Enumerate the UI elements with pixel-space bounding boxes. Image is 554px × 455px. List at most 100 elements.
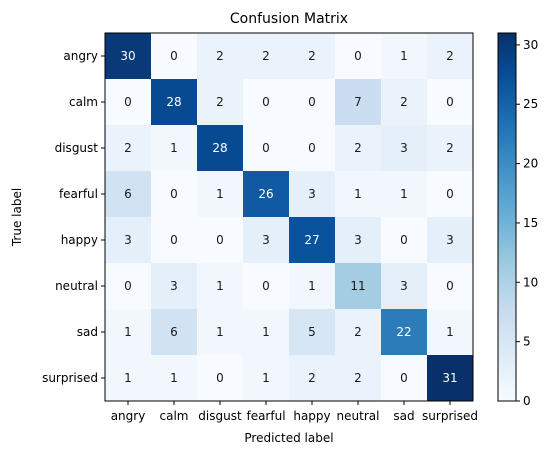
x-tick-label: neutral — [337, 409, 380, 423]
colorbar: 0 5 10 15 20 25 30 — [497, 32, 538, 408]
heatmap-cell — [335, 217, 382, 264]
cell-value-label: 31 — [442, 371, 457, 385]
cell-value-label: 2 — [308, 371, 316, 385]
x-tick-label: angry — [111, 409, 146, 423]
heatmap-cell — [289, 309, 336, 356]
cell-value-label: 2 — [354, 325, 362, 339]
cell-value-label: 0 — [446, 187, 454, 201]
heatmap-cell — [335, 355, 382, 402]
y-tick-label: surprised — [42, 371, 98, 385]
cell-value-label: 1 — [262, 371, 270, 385]
x-tick-label: happy — [293, 409, 330, 423]
cell-value-label: 2 — [354, 141, 362, 155]
cell-value-label: 0 — [446, 95, 454, 109]
cell-value-label: 2 — [216, 49, 224, 63]
cell-value-label: 3 — [262, 233, 270, 247]
cell-value-label: 22 — [396, 325, 411, 339]
heatmap-cell — [335, 309, 382, 356]
cell-value-label: 3 — [124, 233, 132, 247]
y-tick-label: fearful — [59, 187, 98, 201]
colorbar-tick-label: 30 — [523, 38, 538, 52]
heatmap-cell — [427, 33, 474, 80]
y-tick-label: calm — [69, 95, 98, 109]
heatmap-cell — [243, 33, 290, 80]
heatmap-cell — [427, 125, 474, 172]
colorbar-tick-label: 10 — [523, 275, 538, 289]
heatmap-cell — [427, 79, 474, 126]
cell-value-label: 26 — [258, 187, 273, 201]
cell-value-label: 1 — [262, 325, 270, 339]
cell-value-label: 1 — [308, 279, 316, 293]
cell-value-label: 5 — [308, 325, 316, 339]
cell-value-label: 0 — [170, 233, 178, 247]
heatmap-cell — [381, 309, 428, 356]
heatmap-cell — [105, 79, 152, 126]
heatmap-cell — [381, 263, 428, 310]
heatmap-cell — [197, 33, 244, 80]
heatmap-cell — [427, 217, 474, 264]
heatmap-cell — [151, 263, 198, 310]
cell-value-label: 0 — [354, 49, 362, 63]
x-tick-label: disgust — [198, 409, 242, 423]
cell-value-label: 0 — [124, 279, 132, 293]
heatmap-cell — [289, 263, 336, 310]
heatmap-cell — [289, 79, 336, 126]
heatmap-cell — [105, 309, 152, 356]
cell-value-label: 0 — [308, 141, 316, 155]
cell-value-label: 28 — [212, 141, 227, 155]
cell-value-label: 2 — [124, 141, 132, 155]
cell-value-label: 2 — [354, 371, 362, 385]
heatmap-cell — [197, 309, 244, 356]
cell-value-label: 3 — [170, 279, 178, 293]
cell-value-label: 0 — [170, 187, 178, 201]
cell-value-label: 1 — [124, 325, 132, 339]
cell-value-label: 1 — [124, 371, 132, 385]
heatmap-cell — [381, 217, 428, 264]
cell-value-label: 6 — [170, 325, 178, 339]
heatmap-cell — [105, 33, 152, 80]
heatmap-cell — [105, 217, 152, 264]
cell-value-label: 0 — [400, 233, 408, 247]
heatmap-cell — [105, 125, 152, 172]
cell-value-label: 1 — [170, 371, 178, 385]
cell-value-label: 0 — [216, 233, 224, 247]
cell-value-label: 27 — [304, 233, 319, 247]
cell-value-label: 2 — [446, 141, 454, 155]
y-tick-label: neutral — [55, 279, 98, 293]
heatmap-cell — [243, 309, 290, 356]
heatmap-cell — [427, 263, 474, 310]
colorbar-tick-label: 5 — [523, 335, 531, 349]
y-axis-ticks: angry calm disgust fearful happy neutral sad su… — [42, 49, 105, 385]
cell-value-label: 0 — [262, 279, 270, 293]
heatmap-cell — [335, 33, 382, 80]
y-tick-label: disgust — [55, 141, 99, 155]
heatmap-cell — [335, 171, 382, 218]
heatmap-cell — [381, 33, 428, 80]
cell-value-label: 2 — [216, 95, 224, 109]
heatmap-cell — [151, 33, 198, 80]
heatmap-cell — [243, 79, 290, 126]
heatmap-cell — [427, 355, 474, 402]
cell-value-label: 1 — [354, 187, 362, 201]
heatmap-cell — [151, 125, 198, 172]
heatmap-cells: 30 0 2 2 2 0 1 20 28 2 0 0 7 2 02 1 28 0 0 2 3 26 0 1 26 3 1 1 03 0 0 3… — [105, 33, 474, 402]
heatmap-cell — [243, 263, 290, 310]
cell-value-label: 1 — [400, 187, 408, 201]
cell-value-label: 1 — [216, 279, 224, 293]
cell-value-label: 1 — [170, 141, 178, 155]
y-axis-label: True label — [10, 188, 24, 247]
heatmap-cell — [197, 125, 244, 172]
colorbar-gradient — [497, 32, 517, 402]
heatmap-cell — [105, 171, 152, 218]
cell-value-label: 0 — [170, 49, 178, 63]
heatmap-cell — [335, 79, 382, 126]
colorbar-tick-label: 20 — [523, 157, 538, 171]
cell-value-label: 28 — [166, 95, 181, 109]
heatmap-cell — [197, 171, 244, 218]
colorbar-tick-label: 25 — [523, 97, 538, 111]
cell-value-label: 2 — [446, 49, 454, 63]
y-tick-label: sad — [77, 325, 98, 339]
x-axis-ticks: angry calm disgust fearful happy neutral sad su… — [111, 401, 478, 423]
heatmap-cell — [335, 125, 382, 172]
heatmap-cell — [243, 355, 290, 402]
